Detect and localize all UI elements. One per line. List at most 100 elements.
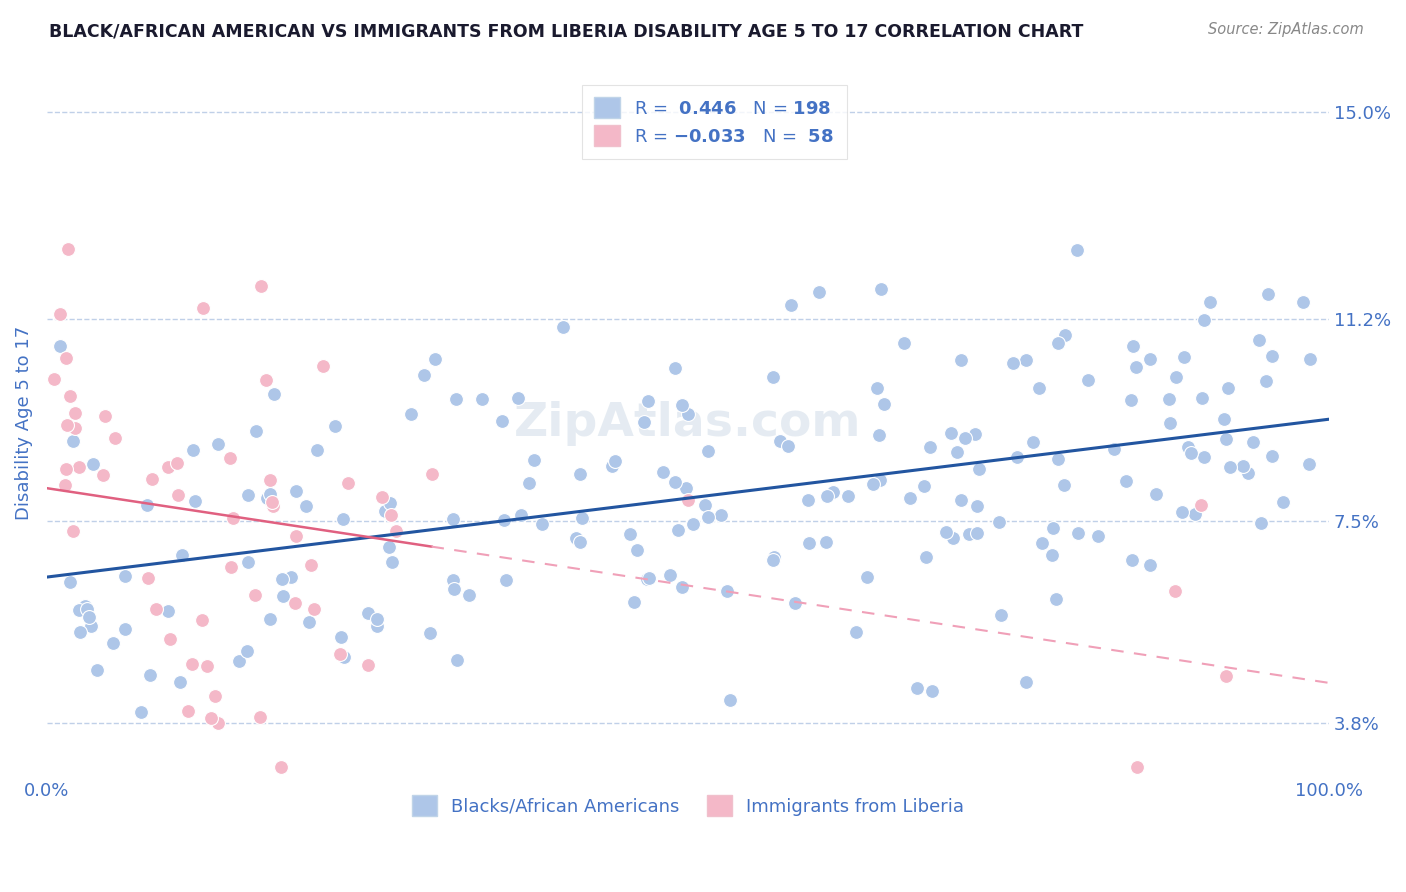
Point [1232, 459, 1254, 474]
Point [204, 690, 226, 704]
Point [145, 602, 167, 616]
Point [259, 473, 281, 487]
Point [63, 421, 86, 435]
Point [569, 467, 592, 482]
Y-axis label: Disability Age 5 to 17: Disability Age 5 to 17 [15, 326, 32, 520]
Point [200, 711, 222, 725]
Point [86, 663, 108, 677]
Point [967, 462, 990, 476]
Point [553, 320, 575, 334]
Point [942, 531, 965, 545]
Point [284, 484, 307, 499]
Point [1271, 495, 1294, 509]
Point [235, 644, 257, 658]
Point [912, 479, 935, 493]
Point [492, 513, 515, 527]
Point [1119, 392, 1142, 407]
Point [946, 444, 969, 458]
Point [963, 427, 986, 442]
Point [718, 693, 741, 707]
Point [1254, 374, 1277, 388]
Point [905, 681, 928, 695]
Point [259, 612, 281, 626]
Point [1102, 442, 1125, 456]
Point [862, 477, 884, 491]
Point [114, 623, 136, 637]
Point [716, 583, 738, 598]
Point [1299, 351, 1322, 366]
Point [254, 372, 277, 386]
Point [633, 415, 655, 429]
Point [762, 553, 785, 567]
Point [1173, 351, 1195, 365]
Point [1115, 474, 1137, 488]
Point [652, 465, 675, 479]
Point [495, 573, 517, 587]
Point [80, 618, 103, 632]
Point [1015, 674, 1038, 689]
Point [491, 414, 513, 428]
Point [637, 393, 659, 408]
Point [371, 490, 394, 504]
Point [245, 424, 267, 438]
Point [569, 534, 592, 549]
Point [1212, 412, 1234, 426]
Point [249, 278, 271, 293]
Point [441, 573, 464, 587]
Point [457, 588, 479, 602]
Point [776, 439, 799, 453]
Point [141, 472, 163, 486]
Point [1177, 440, 1199, 454]
Point [55, 461, 77, 475]
Point [238, 555, 260, 569]
Point [605, 454, 627, 468]
Point [1047, 451, 1070, 466]
Point [294, 499, 316, 513]
Point [636, 573, 658, 587]
Point [273, 589, 295, 603]
Point [920, 440, 942, 454]
Point [1194, 313, 1216, 327]
Point [1236, 466, 1258, 480]
Point [1014, 353, 1036, 368]
Point [988, 515, 1011, 529]
Point [619, 527, 641, 541]
Point [659, 567, 682, 582]
Point [167, 488, 190, 502]
Point [664, 361, 686, 376]
Point [207, 715, 229, 730]
Point [228, 654, 250, 668]
Point [366, 619, 388, 633]
Point [638, 571, 661, 585]
Point [136, 498, 159, 512]
Point [207, 436, 229, 450]
Point [298, 615, 321, 629]
Point [696, 510, 718, 524]
Point [56, 242, 79, 256]
Point [957, 527, 980, 541]
Point [413, 368, 436, 383]
Point [565, 532, 588, 546]
Point [671, 399, 693, 413]
Point [221, 560, 243, 574]
Point [1125, 359, 1147, 374]
Point [59, 575, 82, 590]
Point [67, 603, 90, 617]
Point [94, 409, 117, 423]
Point [1198, 295, 1220, 310]
Point [366, 612, 388, 626]
Point [779, 298, 801, 312]
Point [1054, 328, 1077, 343]
Point [1077, 373, 1099, 387]
Point [56, 418, 79, 433]
Point [284, 529, 307, 543]
Point [517, 475, 540, 490]
Point [1005, 450, 1028, 464]
Point [82, 457, 104, 471]
Point [935, 524, 957, 539]
Point [302, 602, 325, 616]
Point [329, 647, 352, 661]
Point [139, 668, 162, 682]
Point [1046, 336, 1069, 351]
Point [868, 427, 890, 442]
